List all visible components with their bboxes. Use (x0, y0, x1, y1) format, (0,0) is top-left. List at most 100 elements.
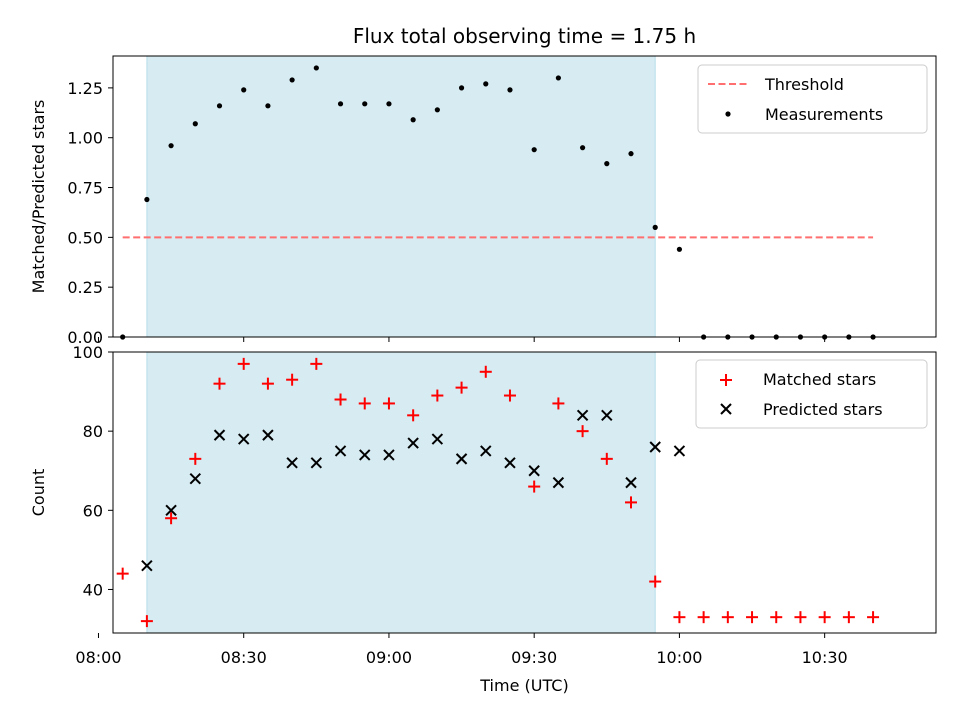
top-legend: Threshold Measurements (697, 64, 928, 134)
matched-star-point (697, 611, 710, 624)
y-tick-label: 100 (72, 343, 103, 362)
measurement-point (676, 246, 683, 252)
measurement-point (410, 117, 416, 123)
matched-star-point (479, 365, 492, 378)
y-tick-label: 1.00 (67, 129, 103, 148)
x-tick-label: 08:30 (221, 648, 267, 667)
bottom-observing-interval (146, 351, 656, 634)
top-panel: 0.00 0.25 0.50 0.75 1.00 1.25 Matched/Predict… (29, 55, 937, 347)
measurement-point (192, 121, 198, 127)
measurement-point (144, 196, 150, 203)
bottom-y-ticks: 40 60 80 100 (72, 343, 113, 599)
predicted-star-point (552, 476, 565, 489)
measurement-point (265, 103, 271, 109)
matched-star-point (261, 377, 274, 390)
y-tick-label: 40 (83, 580, 103, 599)
legend-predicted-swatch (720, 403, 732, 415)
predicted-star-point (262, 429, 274, 441)
predicted-star-point (238, 433, 250, 445)
top-x-ticks (97, 337, 826, 342)
predicted-star-point (455, 453, 468, 465)
y-tick-label: 60 (83, 501, 103, 520)
matched-star-point (600, 452, 613, 465)
x-tick-label: 08:00 (75, 648, 121, 667)
matched-star-point (407, 409, 420, 422)
measurement-point (555, 75, 561, 81)
bottom-panel: 40 60 80 100 08:00 08:30 09:00 09:30 10:00 10:30… (29, 343, 937, 695)
measurement-point (604, 161, 610, 167)
measurement-point (289, 77, 295, 83)
matched-star-point (576, 425, 589, 438)
matched-star-point (140, 615, 153, 628)
x-tick-label: 09:00 (366, 648, 412, 667)
matched-star-point (649, 575, 662, 588)
measurement-point (579, 145, 586, 151)
predicted-star-point (383, 449, 395, 461)
predicted-star-point (189, 472, 202, 485)
matched-star-point (842, 611, 855, 624)
predicted-stars-points (141, 409, 686, 572)
matched-star-point (334, 393, 347, 406)
y-tick-label: 80 (83, 422, 103, 441)
matched-star-point (528, 480, 541, 493)
predicted-star-point (407, 437, 419, 449)
predicted-star-point (504, 457, 516, 469)
matched-star-point (382, 397, 395, 410)
measurement-point (652, 224, 658, 230)
bottom-y-axis-label: Count (29, 469, 48, 517)
predicted-star-point (213, 429, 226, 441)
matched-star-point (165, 512, 178, 525)
chart-title: Flux total observing time = 1.75 h (353, 24, 696, 48)
predicted-star-point (528, 465, 540, 477)
measurement-point (386, 101, 392, 107)
top-y-axis-label: Matched/Predicted stars (29, 100, 48, 294)
predicted-star-point (576, 409, 589, 422)
predicted-star-point (141, 560, 153, 572)
matched-star-point (310, 357, 323, 370)
legend-matched-swatch (720, 374, 732, 386)
bottom-legend: Matched stars Predicted stars (695, 359, 928, 429)
measurement-point (434, 107, 440, 113)
predicted-star-point (601, 409, 613, 422)
matched-star-point (189, 452, 202, 465)
y-tick-label: 0.25 (67, 278, 103, 297)
matched-star-point (237, 357, 250, 370)
predicted-star-point (165, 504, 177, 517)
matched-star-point (770, 611, 783, 624)
matched-star-point (431, 389, 444, 402)
predicted-star-point (625, 476, 637, 489)
y-tick-label: 0.50 (67, 228, 103, 247)
matched-star-point (213, 377, 226, 390)
matched-star-point (455, 381, 468, 394)
y-tick-label: 0.75 (67, 179, 103, 198)
predicted-star-point (480, 445, 492, 457)
predicted-star-point (673, 445, 686, 457)
predicted-star-point (431, 433, 444, 445)
measurement-point (507, 87, 513, 93)
matched-star-point (286, 373, 299, 386)
predicted-star-point (359, 449, 371, 461)
top-y-ticks: 0.00 0.25 0.50 0.75 1.00 1.25 (67, 79, 113, 347)
matched-star-point (818, 611, 831, 624)
bottom-legend-box (695, 359, 928, 429)
measurement-point (628, 151, 634, 157)
legend-measurements-swatch (725, 111, 731, 117)
measurement-point (216, 103, 223, 109)
matched-star-point (552, 397, 565, 410)
matched-stars-points (116, 357, 880, 628)
top-observing-interval (146, 55, 656, 338)
y-tick-label: 1.25 (67, 79, 103, 98)
legend-matched-label: Matched stars (763, 370, 876, 389)
matched-star-point (721, 611, 734, 624)
measurement-point (531, 147, 537, 153)
predicted-star-point (334, 445, 347, 457)
matched-star-point (116, 567, 129, 580)
measurement-point (241, 87, 247, 93)
matched-star-point (867, 611, 880, 624)
measurement-point (313, 65, 319, 71)
measurement-point (168, 143, 174, 149)
x-tick-label: 10:00 (656, 648, 702, 667)
predicted-star-point (649, 441, 661, 453)
predicted-star-point (310, 457, 323, 469)
